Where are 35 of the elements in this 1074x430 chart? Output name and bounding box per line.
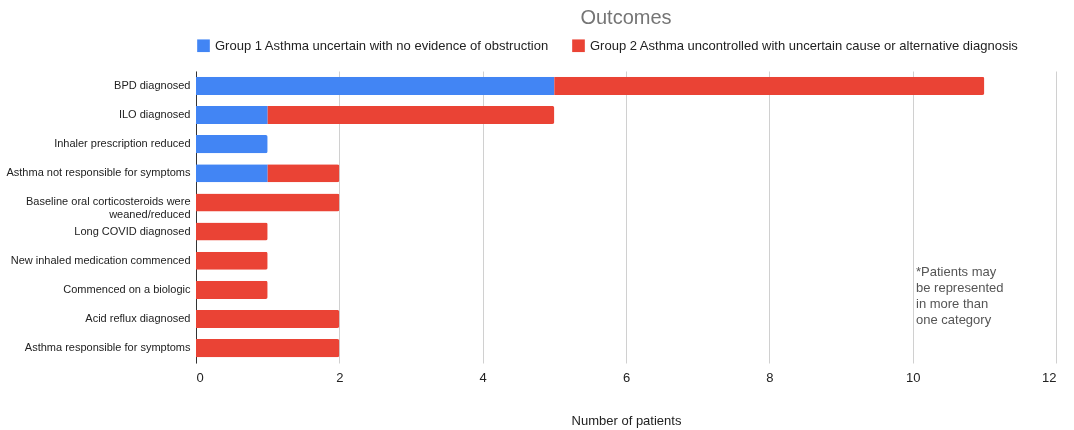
legend-label: Group 1 Asthma uncertain with no evidence of obstruction: [215, 37, 549, 53]
x-tick-label: 12: [1042, 369, 1057, 385]
bar: [196, 222, 268, 241]
y-tick-label: Inhaler prescription reduced: [54, 137, 191, 150]
x-tick-label: 4: [479, 369, 487, 385]
bar: [554, 76, 985, 95]
bar: [196, 309, 340, 329]
bar: [196, 135, 268, 154]
y-tick-label: Asthma responsible for symptoms: [24, 341, 191, 354]
bar: [196, 251, 268, 270]
bar: [196, 164, 268, 183]
x-axis-title: Number of patients: [571, 412, 682, 428]
bar: [196, 105, 268, 125]
x-tick-label: 0: [196, 369, 204, 385]
x-tick-label: 10: [905, 369, 921, 385]
bar: [267, 105, 555, 125]
bar: [196, 193, 340, 212]
x-tick-label: 6: [622, 369, 631, 385]
y-tick-label: Baseline oral corticosteroids were weaned/reduced: [26, 195, 191, 221]
chart-title: Outcomes: [580, 6, 672, 28]
bar: [196, 339, 340, 358]
y-tick-label: BPD diagnosed: [114, 78, 191, 91]
annotation: *Patients may be represented in more than one category: [916, 264, 1004, 327]
legend-label: Group 2 Asthma uncontrolled with uncertain cause or alternative diagnosis: [590, 37, 1019, 53]
y-tick-label: Commenced on a biologic: [63, 282, 191, 295]
bar: [196, 76, 555, 95]
y-tick-label: New inhaled medication commenced: [10, 253, 191, 266]
x-tick-label: 2: [336, 369, 344, 385]
y-tick-label: Long COVID diagnosed: [74, 224, 191, 237]
x-tick-label: 8: [766, 369, 774, 385]
y-tick-label: Asthma not responsible for symptoms: [6, 166, 191, 179]
bar: [267, 164, 340, 183]
y-tick-label: Acid reflux diagnosed: [85, 312, 191, 324]
bar: [196, 280, 268, 299]
y-tick-label: ILO diagnosed: [118, 108, 191, 120]
